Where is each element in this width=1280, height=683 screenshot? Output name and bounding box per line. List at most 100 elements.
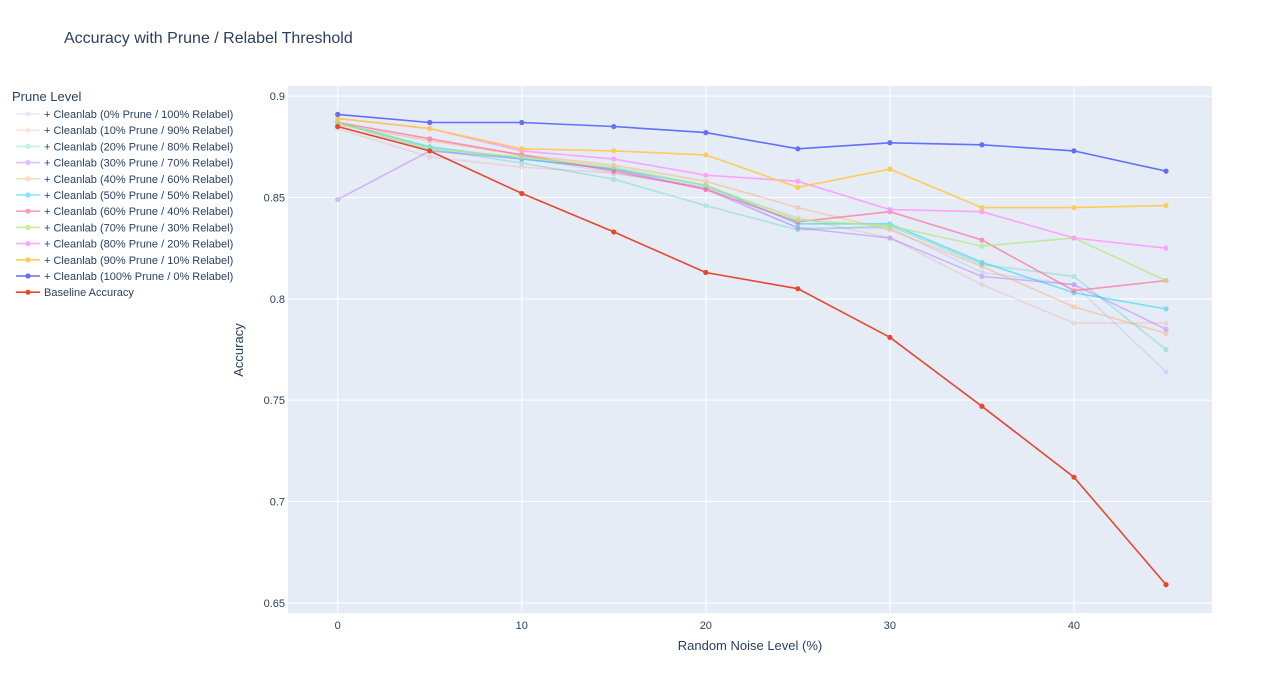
data-point[interactable] <box>979 237 985 243</box>
legend-item[interactable] <box>16 208 40 214</box>
data-point[interactable] <box>335 115 341 122</box>
data-point[interactable] <box>1071 474 1077 480</box>
legend-item[interactable] <box>16 143 40 149</box>
series-line <box>337 121 1167 282</box>
data-point[interactable] <box>427 125 433 132</box>
data-point[interactable] <box>1163 330 1169 336</box>
data-point[interactable] <box>1163 346 1169 353</box>
data-point[interactable] <box>611 229 617 235</box>
data-point[interactable] <box>703 202 709 209</box>
data-point[interactable] <box>427 148 433 154</box>
data-point[interactable] <box>703 186 709 192</box>
data-point[interactable] <box>795 227 801 233</box>
data-point[interactable] <box>887 235 893 241</box>
data-point[interactable] <box>795 178 801 184</box>
x-tick-label: 20 <box>700 620 712 632</box>
data-point[interactable] <box>703 269 709 276</box>
legend[interactable]: Prune Level + Cleanlab (0% Prune / 100% … <box>12 89 233 299</box>
data-point[interactable] <box>979 142 985 148</box>
data-point[interactable] <box>1163 326 1169 332</box>
data-point[interactable] <box>519 154 525 160</box>
data-point[interactable] <box>979 282 985 288</box>
data-point[interactable] <box>795 217 801 223</box>
data-point[interactable] <box>427 154 433 160</box>
data-point[interactable] <box>519 146 525 152</box>
data-point[interactable] <box>703 130 709 136</box>
data-point[interactable] <box>1163 320 1169 326</box>
data-point[interactable] <box>795 286 801 292</box>
data-point[interactable] <box>1071 282 1077 288</box>
data-point[interactable] <box>887 223 893 229</box>
data-point[interactable] <box>979 205 985 211</box>
legend-item[interactable] <box>16 241 40 247</box>
data-point[interactable] <box>1163 202 1169 209</box>
legend-item[interactable] <box>16 127 40 133</box>
y-tick-label: 0.85 <box>264 192 285 204</box>
data-point[interactable] <box>887 207 893 213</box>
data-point[interactable] <box>335 119 341 126</box>
data-point[interactable] <box>979 243 985 249</box>
data-point[interactable] <box>335 196 341 203</box>
legend-item[interactable] <box>16 289 40 295</box>
data-point[interactable] <box>1071 282 1077 288</box>
data-point[interactable] <box>979 273 985 280</box>
legend-swatch-marker <box>25 257 31 263</box>
data-point[interactable] <box>519 164 525 170</box>
data-point[interactable] <box>427 119 433 126</box>
data-point[interactable] <box>611 164 617 170</box>
data-point[interactable] <box>703 172 709 178</box>
data-point[interactable] <box>1071 148 1077 154</box>
data-point[interactable] <box>1071 320 1077 326</box>
data-point[interactable] <box>519 160 525 166</box>
data-point[interactable] <box>703 152 709 158</box>
data-point[interactable] <box>887 166 893 172</box>
data-point[interactable] <box>611 156 617 162</box>
data-point[interactable] <box>335 111 341 117</box>
data-point[interactable] <box>1071 288 1077 294</box>
data-point[interactable] <box>795 205 801 211</box>
data-point[interactable] <box>887 334 893 340</box>
data-point[interactable] <box>887 227 893 233</box>
data-point[interactable] <box>887 235 893 241</box>
data-point[interactable] <box>611 176 617 182</box>
data-point[interactable] <box>703 182 709 188</box>
data-point[interactable] <box>979 209 985 215</box>
data-point[interactable] <box>979 403 985 409</box>
legend-title: Prune Level <box>12 89 81 104</box>
data-point[interactable] <box>795 225 801 231</box>
data-point[interactable] <box>1071 205 1077 211</box>
data-point[interactable] <box>795 184 801 190</box>
data-point[interactable] <box>979 269 985 276</box>
legend-item[interactable] <box>16 257 40 263</box>
legend-item[interactable] <box>16 192 40 198</box>
data-point[interactable] <box>1071 273 1077 280</box>
data-point[interactable] <box>1163 306 1169 312</box>
data-point[interactable] <box>427 136 433 142</box>
data-point[interactable] <box>611 148 617 154</box>
legend-item[interactable] <box>16 273 40 279</box>
data-point[interactable] <box>1163 168 1169 174</box>
data-point[interactable] <box>335 123 341 130</box>
data-point[interactable] <box>519 190 525 197</box>
data-point[interactable] <box>1163 582 1169 588</box>
data-point[interactable] <box>703 178 709 184</box>
data-point[interactable] <box>1071 235 1077 241</box>
data-point[interactable] <box>795 146 801 152</box>
data-point[interactable] <box>979 263 985 269</box>
data-point[interactable] <box>795 225 801 231</box>
data-point[interactable] <box>1163 277 1169 284</box>
series-line <box>337 113 1167 172</box>
data-point[interactable] <box>519 119 525 126</box>
legend-item[interactable] <box>16 160 40 166</box>
legend-item[interactable] <box>16 176 40 182</box>
data-point[interactable] <box>1163 369 1169 375</box>
legend-item[interactable] <box>16 111 40 117</box>
data-point[interactable] <box>1071 304 1077 310</box>
data-point[interactable] <box>1163 245 1169 251</box>
data-point[interactable] <box>887 140 893 146</box>
legend-item[interactable] <box>16 224 40 230</box>
x-tick-label: 10 <box>516 620 528 632</box>
data-point[interactable] <box>611 168 617 174</box>
data-point[interactable] <box>979 259 985 265</box>
data-point[interactable] <box>611 123 617 130</box>
